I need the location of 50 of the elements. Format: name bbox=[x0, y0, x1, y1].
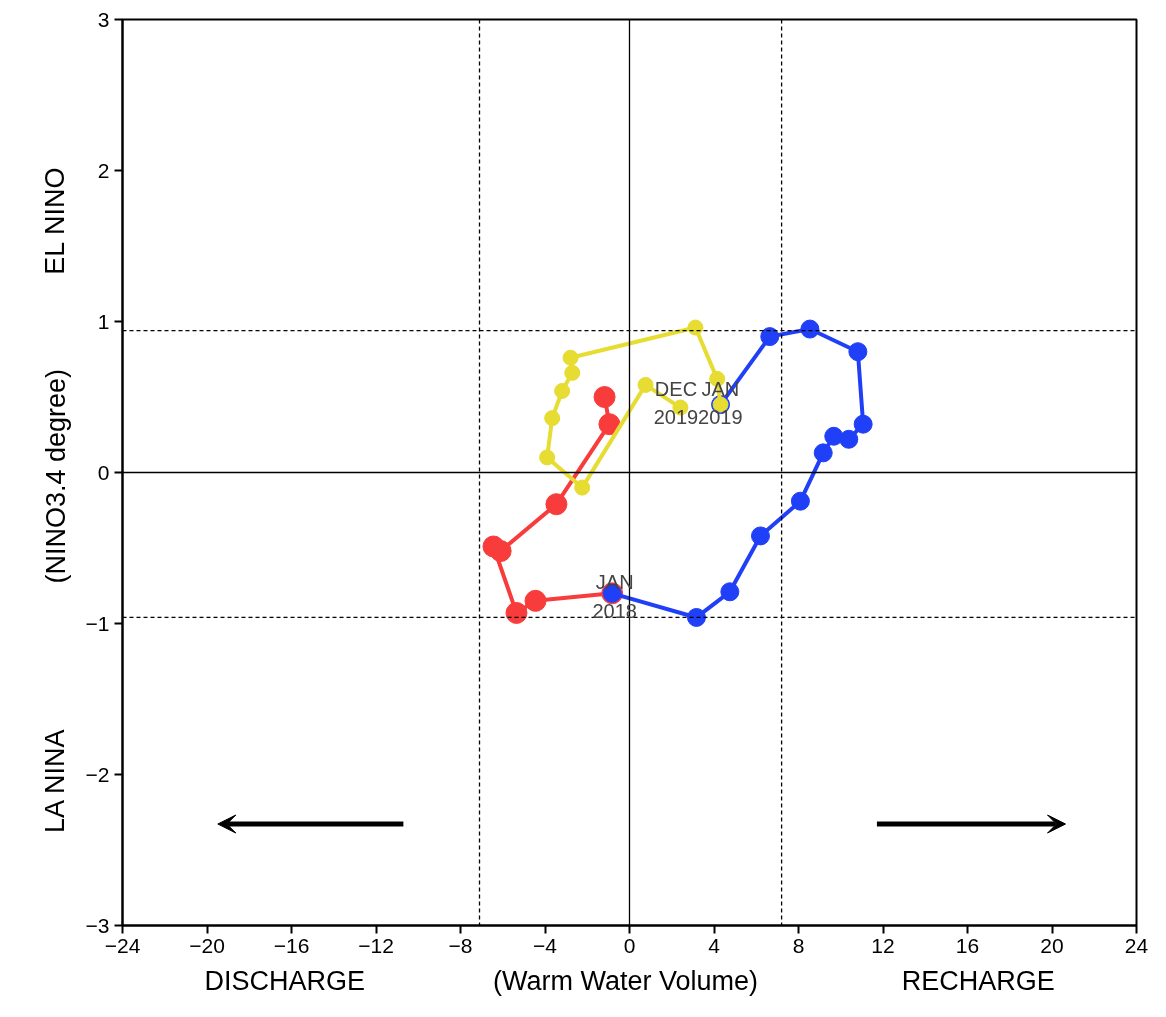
point bbox=[687, 319, 704, 336]
point bbox=[750, 526, 770, 546]
x-axis-title: (Warm Water Volume) bbox=[492, 965, 758, 996]
point bbox=[839, 429, 859, 449]
y-tick-label: 3 bbox=[97, 7, 110, 31]
point bbox=[554, 382, 571, 399]
point bbox=[790, 491, 810, 511]
text: DISCHARGE bbox=[204, 965, 366, 996]
point bbox=[482, 535, 505, 558]
text: LA NINA bbox=[40, 729, 71, 834]
text: RECHARGE bbox=[901, 965, 1055, 996]
x-tick-label: 16 bbox=[955, 933, 980, 957]
x-tick-label: 0 bbox=[623, 933, 636, 957]
point bbox=[539, 449, 556, 466]
y-tick-label: −1 bbox=[85, 611, 110, 635]
x-tick-label: 12 bbox=[871, 933, 895, 957]
x-tick-label: −4 bbox=[533, 933, 558, 957]
x-tick-label: 20 bbox=[1040, 933, 1064, 957]
point bbox=[598, 413, 621, 436]
point bbox=[720, 582, 740, 602]
y-axis-title: (NINO3.4 degree) bbox=[40, 368, 71, 584]
y-tick-label: 0 bbox=[97, 460, 110, 484]
point bbox=[562, 349, 579, 366]
text: EL NINO bbox=[40, 167, 71, 275]
x-tick-label: −20 bbox=[189, 933, 225, 957]
point bbox=[544, 410, 561, 427]
x-tick-label: −12 bbox=[358, 933, 394, 957]
point bbox=[824, 426, 844, 446]
point bbox=[574, 479, 591, 496]
y-tick-label: 1 bbox=[97, 309, 110, 333]
point bbox=[853, 414, 873, 434]
point bbox=[564, 364, 581, 381]
point bbox=[637, 376, 654, 393]
x-tick-label: −16 bbox=[273, 933, 310, 957]
x-tick-label: 24 bbox=[1124, 933, 1149, 957]
point bbox=[593, 386, 616, 408]
point bbox=[848, 342, 868, 362]
point bbox=[813, 443, 833, 463]
point bbox=[524, 589, 547, 612]
point bbox=[545, 493, 568, 516]
y-tick-label: 2 bbox=[97, 158, 110, 182]
annotation: DEC 2019 bbox=[653, 377, 699, 429]
x-tick-label: −8 bbox=[448, 933, 473, 957]
x-tick-label: 8 bbox=[792, 933, 805, 957]
point bbox=[760, 327, 780, 347]
point bbox=[505, 601, 528, 624]
y-tick-label: −2 bbox=[85, 762, 110, 786]
point bbox=[686, 607, 706, 627]
x-tick-label: 4 bbox=[708, 933, 721, 957]
point bbox=[800, 319, 820, 339]
